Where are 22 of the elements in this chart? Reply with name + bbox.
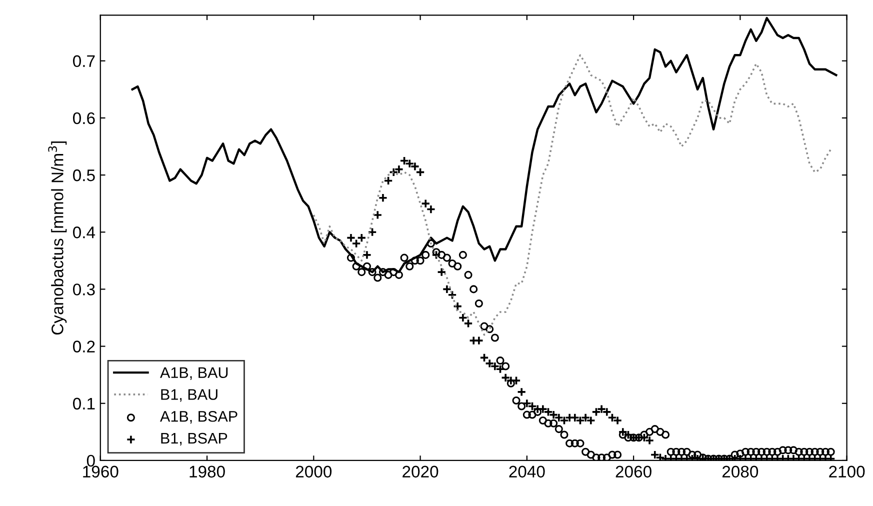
x-tick-label: 2080 (722, 466, 758, 478)
x-tick-label: 2020 (402, 466, 438, 478)
y-tick-label: 0.3 (73, 284, 95, 296)
x-tick-label: 2100 (829, 466, 865, 478)
x-tick-label: 1980 (190, 466, 225, 478)
legend-label: B1, BSAP (161, 432, 228, 446)
legend-label: A1B, BSAP (160, 410, 238, 424)
legend-label: B1, BAU (161, 389, 218, 402)
x-tick-label: 2000 (296, 466, 332, 478)
legend-label: A1B, BAU (160, 367, 228, 380)
y-tick-label: 0.2 (73, 340, 95, 352)
line-series (312, 54, 832, 336)
x-tick-label: 1960 (83, 466, 118, 478)
y-axis-title: Cyanobactus [mmol N/m$^{3}$] (48, 141, 67, 335)
y-tick-label: 0.1 (73, 398, 95, 410)
y-tick-label: 0.4 (73, 226, 96, 238)
x-tick-label: 2060 (616, 466, 652, 478)
x-tick-label: 2040 (509, 466, 545, 478)
y-tick-label: 0.5 (73, 169, 95, 182)
y-tick-label: 0.6 (73, 112, 95, 124)
y-tick-label: 0.7 (73, 55, 95, 68)
y-tick-label: 0 (86, 454, 95, 467)
